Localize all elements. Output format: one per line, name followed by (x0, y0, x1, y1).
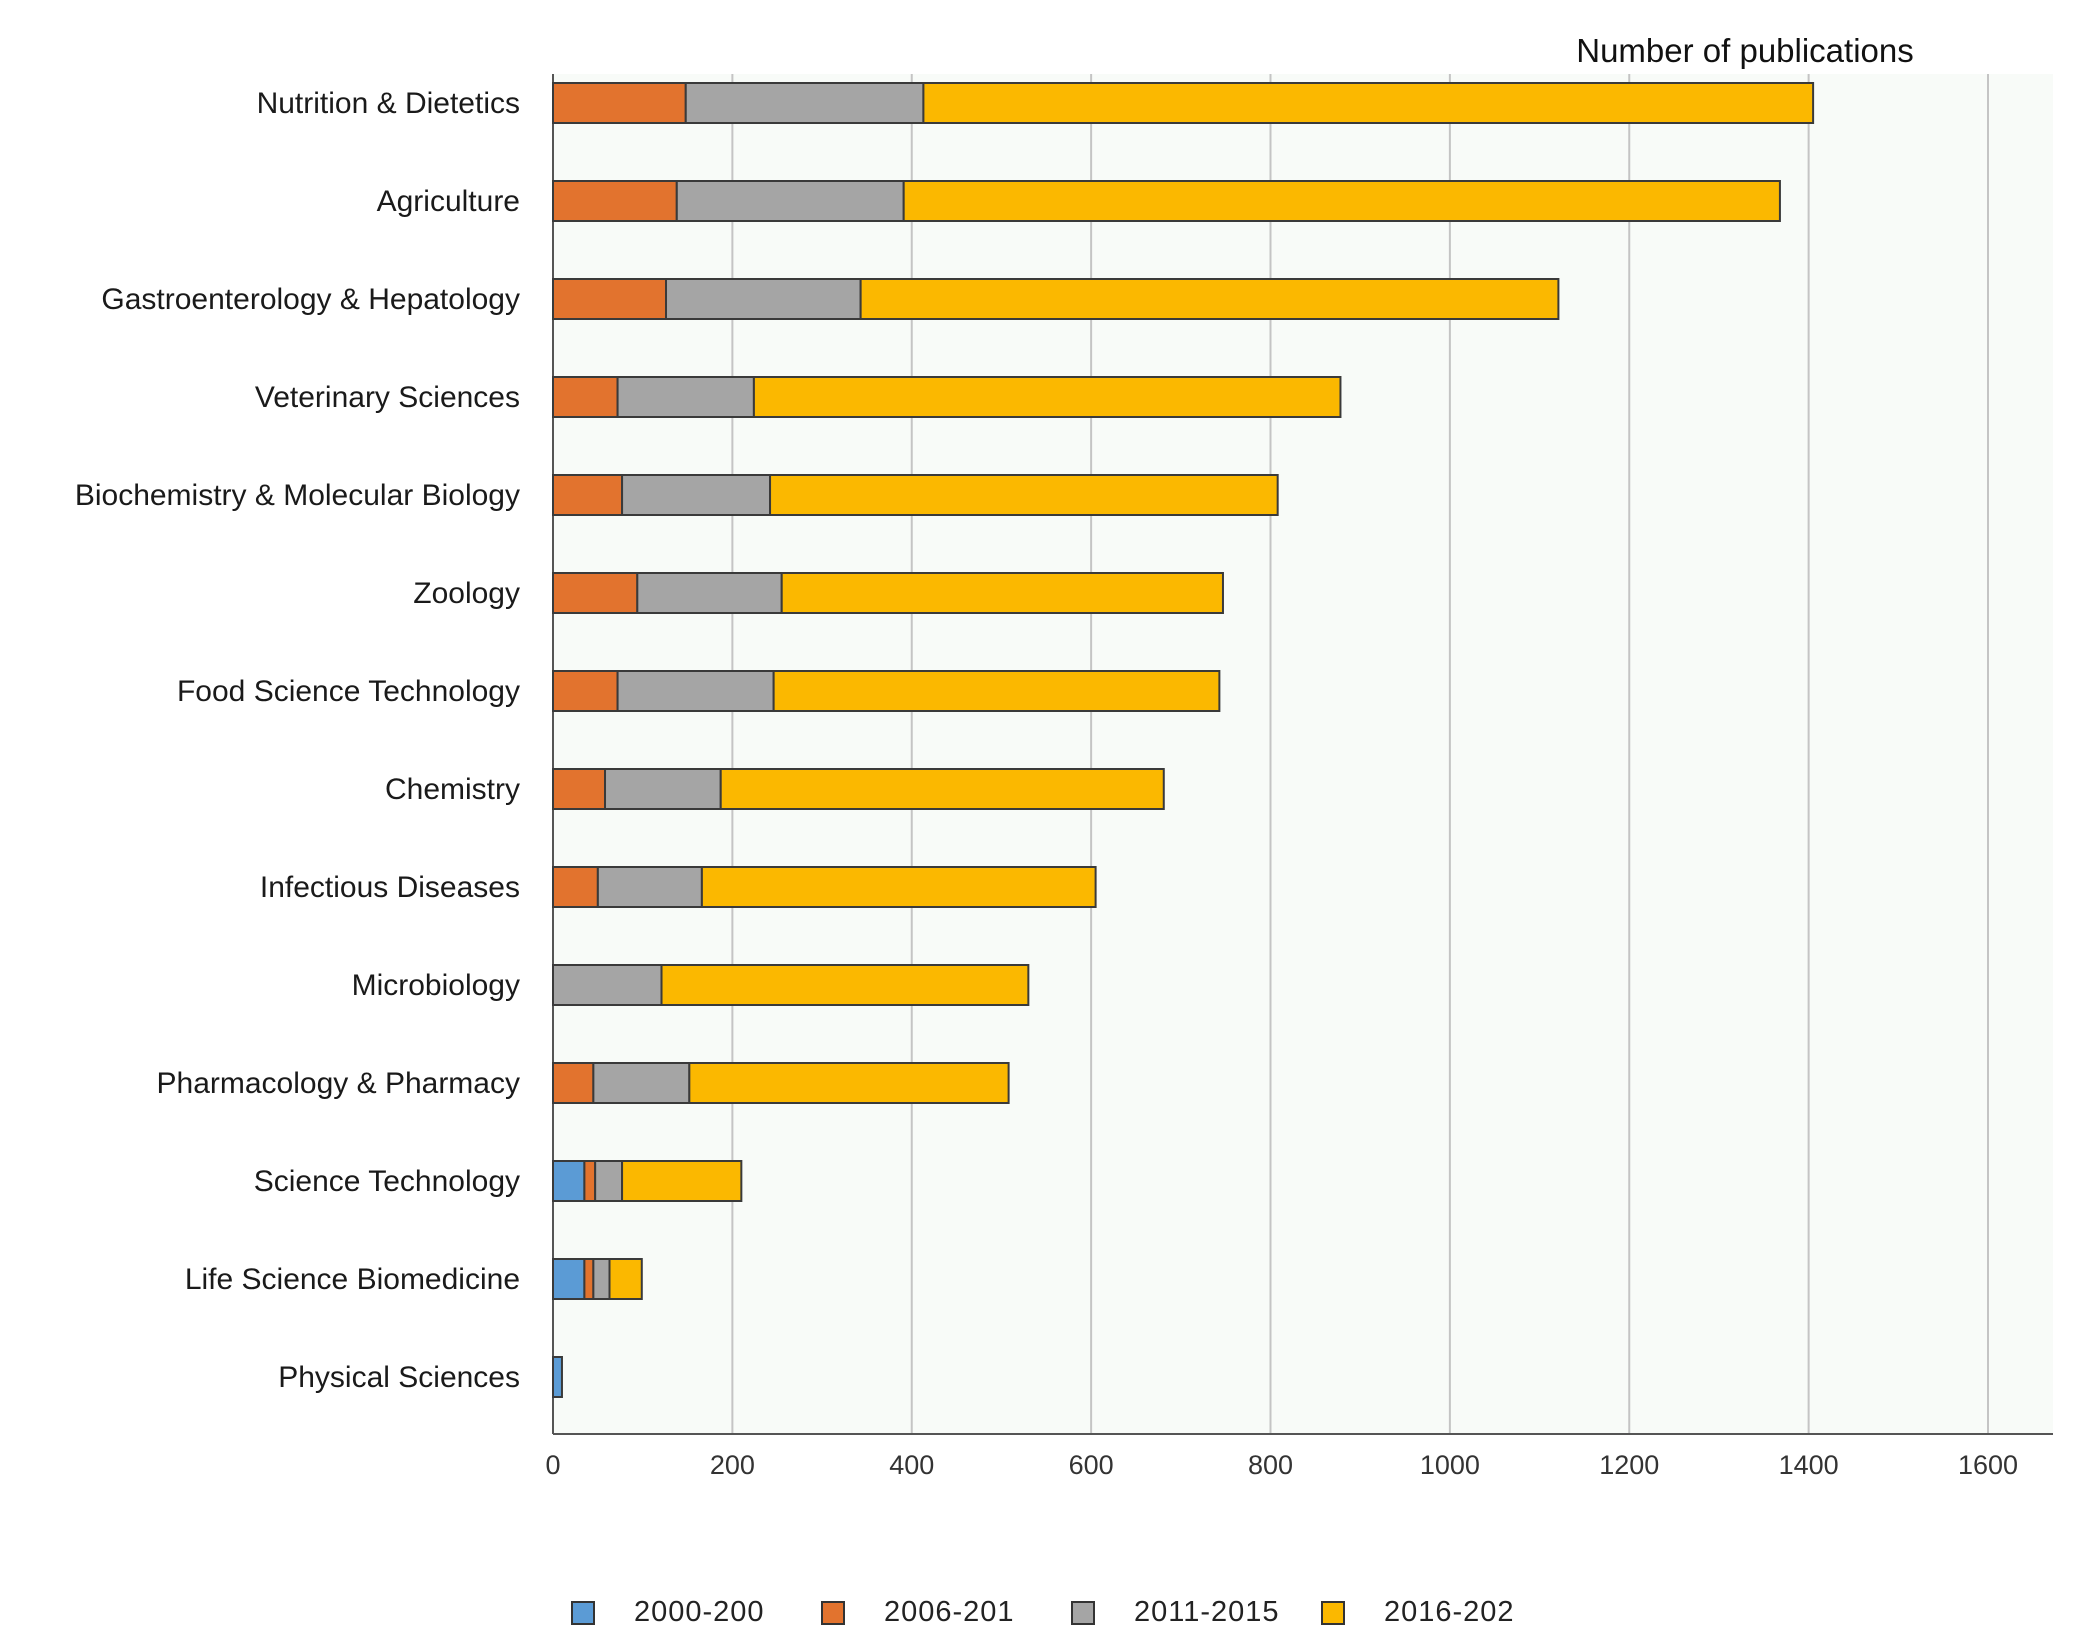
x-tick-label: 200 (710, 1450, 755, 1480)
x-axis-title: Number of publications (1576, 32, 1914, 69)
category-label: Microbiology (352, 969, 520, 1002)
bar-segment (552, 1258, 586, 1300)
bar-segment (675, 180, 905, 222)
bar-segment (552, 768, 607, 810)
bar-segment (552, 376, 619, 418)
bar-segment (660, 964, 1030, 1006)
x-tick-labels: 0 200 400 600 800 1000 1200 1400 1600 (545, 1450, 2018, 1480)
bar-segment (752, 376, 1342, 418)
category-label: Physical Sciences (278, 1361, 520, 1394)
legend-label: 2011-2015 (1134, 1596, 1280, 1628)
bar-segment (552, 1062, 595, 1104)
bars (552, 82, 1815, 1398)
category-label: Food Science Technology (177, 675, 520, 708)
bar-segment (583, 1160, 597, 1202)
legend-swatch (1321, 1601, 1345, 1625)
bar-segment (594, 1160, 624, 1202)
bar-segment (769, 474, 1279, 516)
bar-segment (780, 572, 1224, 614)
bar-segment (583, 1258, 595, 1300)
bar-segment (902, 180, 1781, 222)
bar-segment (552, 1356, 563, 1398)
category-label: Infectious Diseases (260, 871, 520, 904)
bar-segment (552, 180, 678, 222)
category-label: Science Technology (254, 1165, 520, 1198)
category-labels: Nutrition & Dietetics Agriculture Gastroen… (75, 87, 520, 1394)
legend: 2000-200 2006-201 2011-2015 2016-202 (571, 1596, 1515, 1628)
bar-segment (596, 866, 703, 908)
legend-label: 2006-201 (884, 1596, 1015, 1628)
bar-segment (552, 964, 663, 1006)
category-label: Chemistry (385, 773, 520, 806)
category-label: Zoology (413, 577, 520, 610)
legend-swatch (821, 1601, 845, 1625)
category-label: Nutrition & Dietetics (257, 87, 520, 120)
bar-segment (688, 1062, 1010, 1104)
bar-segment (552, 474, 624, 516)
bar-segment (552, 82, 687, 124)
category-label: Agriculture (377, 185, 520, 218)
legend-swatch (571, 1601, 595, 1625)
category-label: Pharmacology & Pharmacy (157, 1067, 521, 1100)
bar-segment (684, 82, 925, 124)
bar-segment (922, 82, 1815, 124)
bar-segment (592, 1258, 611, 1300)
bar-segment (608, 1258, 643, 1300)
bar-segment (552, 572, 639, 614)
bar-segment (636, 572, 783, 614)
x-tick-label: 1600 (1958, 1450, 2018, 1480)
legend-swatch (1071, 1601, 1095, 1625)
bar-segment (552, 1160, 586, 1202)
legend-label: 2000-200 (634, 1596, 765, 1628)
bar-segment (621, 474, 772, 516)
bar-segment (616, 670, 775, 712)
category-label: Life Science Biomedicine (185, 1263, 520, 1296)
x-tick-label: 400 (889, 1450, 934, 1480)
bar-segment (552, 278, 668, 320)
x-tick-label: 1000 (1420, 1450, 1480, 1480)
x-tick-label: 600 (1069, 1450, 1114, 1480)
bar-segment (665, 278, 862, 320)
bar-segment (604, 768, 722, 810)
x-tick-label: 800 (1248, 1450, 1293, 1480)
x-tick-label: 0 (545, 1450, 560, 1480)
legend-label: 2016-202 (1384, 1596, 1515, 1628)
category-label: Gastroenterology & Hepatology (101, 283, 520, 316)
bar-segment (552, 670, 619, 712)
category-label: Biochemistry & Molecular Biology (75, 479, 520, 512)
bar-segment (616, 376, 755, 418)
bar-segment (592, 1062, 691, 1104)
bar-segment (772, 670, 1221, 712)
bar-segment (700, 866, 1097, 908)
bar-segment (621, 1160, 743, 1202)
x-tick-label: 1400 (1779, 1450, 1839, 1480)
bar-segment (859, 278, 1560, 320)
category-label: Veterinary Sciences (255, 381, 520, 414)
bar-segment (552, 866, 599, 908)
bar-segment (719, 768, 1165, 810)
x-tick-label: 1200 (1599, 1450, 1659, 1480)
